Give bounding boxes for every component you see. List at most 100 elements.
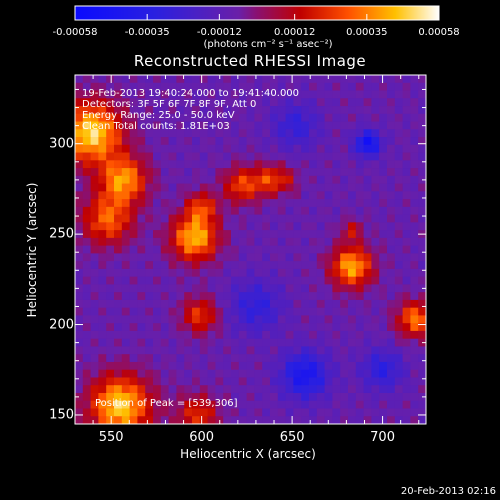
heatmap-cell: [153, 152, 162, 161]
heatmap-cell: [153, 261, 162, 270]
heatmap-cell: [176, 392, 185, 402]
heatmap-cell: [137, 214, 146, 223]
heatmap-cell: [348, 191, 357, 200]
heatmap-cell: [301, 369, 310, 378]
heatmap-cell: [192, 416, 201, 425]
heatmap-cell: [418, 144, 427, 153]
heatmap-cell: [168, 129, 177, 138]
heatmap-cell: [82, 82, 91, 91]
heatmap-cell: [371, 152, 380, 161]
heatmap-cell: [379, 245, 388, 254]
heatmap-cell: [168, 183, 177, 192]
heatmap-cell: [153, 121, 162, 130]
heatmap-cell: [75, 160, 84, 169]
heatmap-cell: [410, 168, 419, 177]
heatmap-cell: [371, 82, 380, 91]
heatmap-cell: [82, 385, 91, 394]
heatmap-cell: [379, 323, 388, 332]
heatmap-cell: [129, 385, 138, 394]
heatmap-cell: [129, 307, 138, 316]
heatmap-cell: [340, 168, 349, 177]
heatmap-cell: [199, 315, 208, 324]
annotation-method-counts: Clean Total counts: 1.81E+03: [82, 121, 230, 132]
heatmap-cell: [410, 253, 419, 262]
heatmap-cell: [145, 276, 154, 285]
heatmap-cell: [324, 323, 333, 332]
heatmap-cell: [262, 253, 271, 262]
heatmap-cell: [121, 307, 130, 316]
heatmap-cell: [270, 144, 279, 153]
heatmap-cell: [277, 98, 286, 107]
heatmap-cell: [348, 168, 357, 177]
heatmap-cell: [153, 199, 162, 208]
heatmap-cell: [184, 400, 193, 409]
heatmap-cell: [332, 168, 341, 177]
heatmap-cell: [129, 245, 138, 254]
heatmap-cell: [262, 113, 271, 122]
heatmap-cell: [270, 400, 279, 409]
heatmap-cell: [199, 206, 208, 215]
heatmap-cell: [332, 400, 341, 409]
heatmap-cell: [145, 299, 154, 309]
heatmap-cell: [285, 98, 294, 107]
heatmap-cell: [121, 129, 130, 138]
heatmap-cell: [285, 245, 294, 254]
heatmap-cell: [137, 284, 146, 293]
heatmap-cell: [348, 307, 357, 316]
heatmap-cell: [277, 400, 286, 409]
heatmap-cell: [98, 113, 107, 122]
heatmap-cell: [324, 106, 333, 115]
heatmap-cell: [121, 299, 130, 309]
y-tick-label: 250: [49, 226, 74, 242]
plot-frame: [74, 74, 427, 425]
heatmap-cell: [402, 75, 411, 84]
heatmap-cell: [90, 183, 99, 192]
heatmap-cell: [145, 268, 154, 278]
heatmap-cell: [98, 222, 107, 231]
heatmap-cell: [168, 175, 177, 184]
heatmap-cell: [223, 121, 232, 130]
heatmap-cell: [371, 98, 380, 107]
heatmap-cell: [129, 299, 138, 309]
heatmap-cell: [160, 346, 169, 355]
heatmap-cell: [238, 191, 247, 200]
heatmap-cell: [176, 245, 185, 254]
heatmap-cell: [145, 315, 154, 324]
heatmap-cell: [75, 416, 84, 425]
heatmap-cell: [82, 121, 91, 130]
heatmap-cell: [199, 408, 208, 417]
heatmap-cell: [363, 98, 372, 107]
heatmap-cell: [277, 168, 286, 177]
heatmap-cell: [324, 261, 333, 270]
heatmap-cell: [340, 113, 349, 122]
heatmap-cell: [82, 253, 91, 262]
heatmap-cell: [137, 346, 146, 355]
heatmap-cell: [332, 369, 341, 378]
heatmap-cell: [129, 408, 138, 417]
heatmap-cell: [387, 400, 396, 409]
heatmap-cell: [348, 377, 357, 386]
heatmap-cell: [316, 354, 325, 363]
heatmap-cell: [199, 292, 208, 301]
heatmap-cell: [215, 98, 224, 107]
heatmap-cell: [75, 276, 84, 285]
heatmap-cell: [402, 400, 411, 409]
heatmap-cell: [262, 129, 271, 138]
heatmap-cell: [324, 199, 333, 208]
heatmap-cell: [270, 338, 279, 347]
heatmap-cell: [379, 377, 388, 386]
heatmap-cell: [184, 369, 193, 378]
heatmap-cell: [199, 245, 208, 254]
heatmap-cell: [402, 214, 411, 223]
heatmap-cell: [75, 214, 84, 223]
heatmap-cell: [231, 408, 240, 417]
heatmap-cell: [215, 361, 224, 371]
heatmap-cell: [293, 323, 302, 332]
heatmap-cell: [184, 199, 193, 208]
heatmap-cell: [215, 354, 224, 363]
heatmap-cell: [75, 307, 84, 316]
heatmap-cell: [371, 292, 380, 301]
heatmap-cell: [153, 191, 162, 200]
heatmap-cell: [215, 292, 224, 301]
heatmap-cell: [332, 98, 341, 107]
